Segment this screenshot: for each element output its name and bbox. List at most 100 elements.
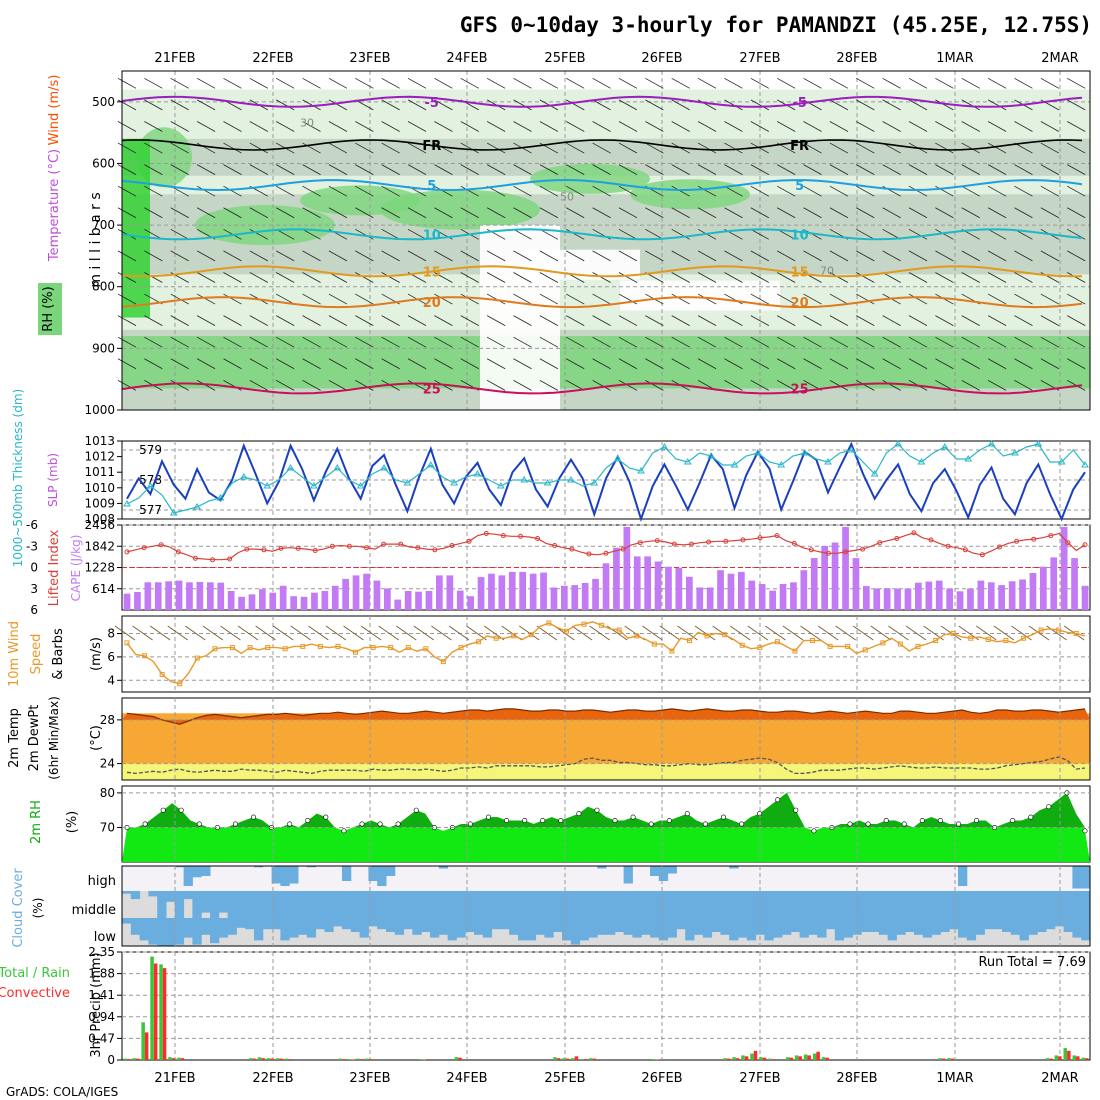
rh-marker [937, 817, 943, 823]
wind-barb [829, 250, 849, 262]
wind-barb [697, 250, 717, 262]
low-cloud-cell [227, 918, 237, 935]
wind-barb [592, 272, 611, 283]
li-marker [192, 555, 198, 561]
isotherm-line [121, 228, 1083, 241]
plot-frame [121, 865, 1091, 947]
wind-barb [539, 315, 559, 326]
wind-barb [144, 164, 163, 175]
wind-barb [987, 358, 1007, 370]
thickness-marker [263, 482, 272, 489]
low-cloud-cell [958, 918, 968, 938]
high-cloud-cell [201, 866, 211, 876]
isotherm-label: 15 [423, 265, 441, 280]
high-cloud-cell [1072, 866, 1082, 889]
cape-bar [748, 580, 756, 610]
high-cloud-cell [254, 866, 264, 868]
wind-barb [697, 358, 717, 370]
low-cloud-cell [562, 918, 572, 941]
cape-bar [238, 596, 245, 610]
wind-barb [117, 185, 137, 197]
middle-cloud-cell [694, 891, 704, 918]
wind-barb [170, 207, 189, 219]
wind-barb [856, 77, 875, 89]
wind-barb [1014, 142, 1033, 154]
li-marker [432, 547, 438, 553]
rh-marker [522, 817, 528, 823]
middle-cloud-cell [1037, 891, 1047, 918]
middle-cloud-cell [1002, 891, 1012, 918]
high-cloud-cell [183, 866, 193, 886]
wind-barb [829, 142, 849, 154]
wind-barb [803, 293, 822, 305]
precip-axis-title: 3hr Precip (mm) [89, 952, 104, 1057]
wind-barb [302, 358, 321, 370]
wind-barb [434, 293, 453, 305]
li-marker [620, 546, 626, 552]
cape-bar [623, 526, 631, 610]
cape-bar [904, 588, 912, 610]
surface-wind-barb [817, 625, 839, 641]
temperature-line [126, 708, 1086, 725]
wind-barb [117, 164, 137, 175]
unit-axis-title: (°C) [89, 725, 104, 751]
middle-cloud-cell [940, 891, 950, 918]
wind-barb [223, 207, 242, 219]
middle-cloud-cell [632, 891, 642, 918]
wind-barb [671, 250, 690, 262]
wind-barb [144, 315, 163, 326]
middle-cloud-cell [808, 891, 818, 918]
total-precip-bar [786, 1057, 790, 1060]
rh-moist-region [380, 189, 540, 230]
wind-barb [566, 336, 585, 348]
low-cloud-cell [421, 918, 431, 932]
low-cloud-cell [852, 918, 862, 935]
convective-precip-bar [789, 1057, 793, 1060]
rh-marker [648, 821, 654, 827]
total-precip-bar [803, 1054, 808, 1060]
surface-wind-barb [448, 625, 470, 641]
low-cloud-cell [773, 918, 783, 938]
cape-bar [446, 575, 454, 610]
cape-bar [342, 578, 349, 610]
wind-barb [117, 293, 137, 305]
rh-marker [955, 821, 961, 827]
rh-marker [323, 814, 329, 820]
surface-wind-barb [747, 625, 769, 641]
wind-speed-marker [528, 632, 534, 638]
wind-barb [671, 207, 690, 219]
middle-cloud-cell [298, 891, 308, 918]
convective-precip-bar [1049, 1058, 1053, 1060]
rh-marker [558, 817, 564, 823]
wind-barb [776, 358, 796, 370]
date-label: 24FEB [446, 1071, 487, 1086]
wind-barb [381, 272, 400, 283]
wind-barb [117, 250, 137, 262]
cape-tick-label: 2456 [84, 518, 115, 532]
low-cloud-cell [949, 918, 959, 930]
middle-cloud-cell [614, 891, 625, 918]
thickness-marker [707, 452, 716, 459]
rh-marker [594, 807, 600, 813]
wind-barb [434, 315, 453, 326]
total-precip-bar [580, 1059, 584, 1060]
rh-marker [251, 814, 257, 820]
wind-barb [935, 379, 954, 391]
middle-cloud-cell [456, 891, 466, 918]
surface-wind-barb [114, 625, 136, 641]
middle-cloud-cell [799, 891, 809, 918]
wind-barb [803, 164, 822, 175]
high-cloud-cell [623, 866, 633, 884]
top-date-axis: 21FEB 22FEB 23FEB 24FEB 25FEB 26FEB 27FEB 28FEB… [154, 51, 1078, 66]
rh-marker [178, 807, 184, 813]
low-cloud-cell [509, 918, 519, 935]
wind-barb [776, 272, 796, 283]
wind-speed-marker [581, 621, 587, 627]
slp-tick-label: 1010 [84, 481, 115, 495]
total-precip-bar [1054, 1055, 1059, 1060]
wind-barb [223, 185, 242, 197]
cape-bar [706, 587, 714, 610]
middle-cloud-cell [817, 891, 827, 918]
high-cloud-cell [377, 866, 387, 886]
wind-barb [803, 142, 822, 154]
